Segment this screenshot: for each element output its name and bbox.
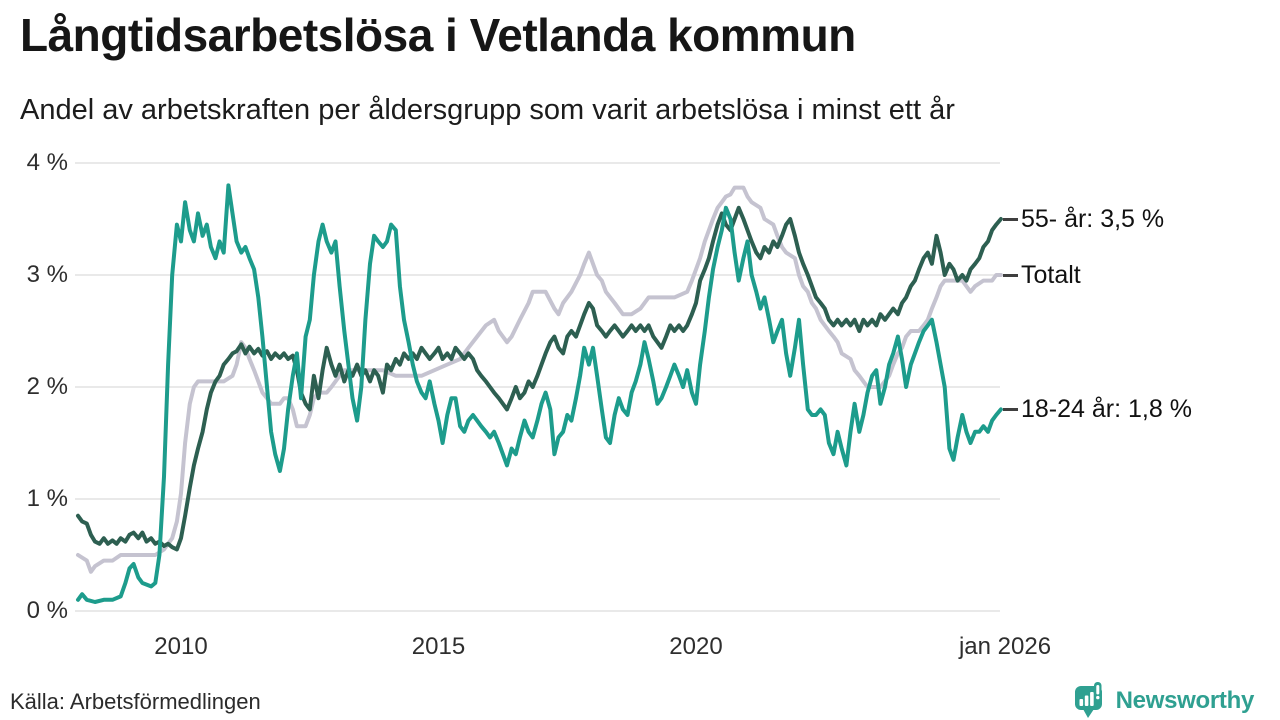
x-axis-label: 2015 bbox=[411, 633, 466, 660]
series-label-tick bbox=[1003, 273, 1018, 277]
x-axis-label: jan 2026 bbox=[958, 633, 1052, 660]
series-line-totalt bbox=[76, 185, 1003, 574]
series-line-55-r bbox=[76, 205, 1003, 552]
y-axis-label: 3 % bbox=[26, 261, 68, 288]
x-axis-label: 2020 bbox=[669, 633, 723, 660]
y-axis-label: 2 % bbox=[26, 373, 68, 400]
y-axis-label: 4 % bbox=[26, 149, 68, 176]
series-label-tick bbox=[1003, 217, 1018, 221]
y-axis-label: 0 % bbox=[26, 597, 68, 624]
source-note: Källa: Arbetsförmedlingen bbox=[10, 689, 261, 714]
page-subtitle: Andel av arbetskraften per åldersgrupp s… bbox=[20, 94, 955, 126]
page-title: Långtidsarbetslösa i Vetlanda kommun bbox=[20, 9, 856, 61]
series-line-18-24-r bbox=[76, 183, 1003, 604]
x-axis-label: 2010 bbox=[154, 633, 208, 660]
series-end-label-18-24-r: 18-24 år: 1,8 % bbox=[1021, 395, 1192, 424]
y-axis-label: 1 % bbox=[26, 485, 68, 512]
series-end-label-55-r: 55- år: 3,5 % bbox=[1021, 205, 1165, 233]
newsworthy-wordmark: Newsworthy bbox=[1115, 686, 1255, 714]
newsworthy-logo[interactable]: Newsworthy bbox=[1074, 682, 1254, 719]
series-label-tick bbox=[1003, 407, 1018, 411]
series-end-label-totalt: Totalt bbox=[1021, 261, 1081, 289]
newsworthy-icon bbox=[1074, 682, 1102, 718]
